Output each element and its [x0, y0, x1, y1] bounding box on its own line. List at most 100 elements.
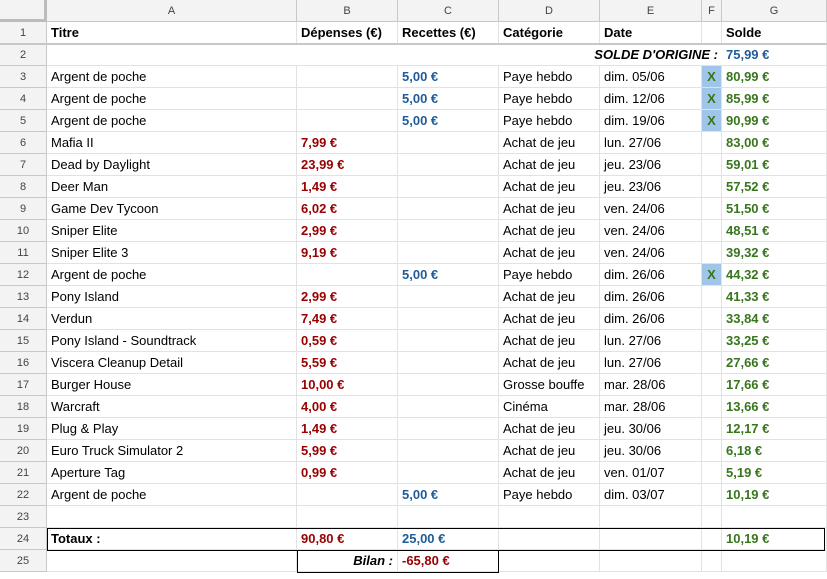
- row-header-3[interactable]: 3: [0, 66, 47, 88]
- cell-solde[interactable]: 57,52 €: [722, 176, 827, 198]
- cell-categorie[interactable]: Grosse bouffe: [499, 374, 600, 396]
- cell-depenses[interactable]: [297, 88, 398, 110]
- row-header-5[interactable]: 5: [0, 110, 47, 132]
- cell-titre[interactable]: Euro Truck Simulator 2: [47, 440, 297, 462]
- row-header-25[interactable]: 25: [0, 550, 47, 572]
- column-header-f[interactable]: F: [702, 0, 722, 22]
- cell-blank[interactable]: [499, 528, 600, 550]
- cell-flag[interactable]: [702, 352, 722, 374]
- cell-depenses[interactable]: 2,99 €: [297, 220, 398, 242]
- row-header-17[interactable]: 17: [0, 374, 47, 396]
- cell-recettes[interactable]: [398, 396, 499, 418]
- cell-recettes[interactable]: [398, 242, 499, 264]
- cell-solde[interactable]: 48,51 €: [722, 220, 827, 242]
- cell-titre[interactable]: Game Dev Tycoon: [47, 198, 297, 220]
- cell-blank[interactable]: [297, 506, 398, 528]
- column-header-b[interactable]: B: [297, 0, 398, 22]
- cell-depenses[interactable]: 1,49 €: [297, 418, 398, 440]
- cell-blank[interactable]: [600, 550, 702, 572]
- row-header-15[interactable]: 15: [0, 330, 47, 352]
- cell-recettes[interactable]: 5,00 €: [398, 110, 499, 132]
- cell-solde[interactable]: 6,18 €: [722, 440, 827, 462]
- cell-date[interactable]: ven. 24/06: [600, 220, 702, 242]
- row-header-9[interactable]: 9: [0, 198, 47, 220]
- cell-solde[interactable]: 59,01 €: [722, 154, 827, 176]
- row-header-24[interactable]: 24: [0, 528, 47, 550]
- column-header-e[interactable]: E: [600, 0, 702, 22]
- cell-flag[interactable]: [702, 154, 722, 176]
- cell-date[interactable]: dim. 12/06: [600, 88, 702, 110]
- cell-depenses[interactable]: 4,00 €: [297, 396, 398, 418]
- totals-recettes[interactable]: 25,00 €: [398, 528, 499, 550]
- cell-date[interactable]: dim. 19/06: [600, 110, 702, 132]
- cell-depenses[interactable]: 23,99 €: [297, 154, 398, 176]
- cell-titre[interactable]: Warcraft: [47, 396, 297, 418]
- cell-blank[interactable]: [702, 506, 722, 528]
- cell-date[interactable]: jeu. 30/06: [600, 418, 702, 440]
- cell-flag[interactable]: [702, 330, 722, 352]
- cell-date[interactable]: ven. 01/07: [600, 462, 702, 484]
- cell-depenses[interactable]: 1,49 €: [297, 176, 398, 198]
- bilan-value[interactable]: -65,80 €: [398, 550, 499, 572]
- cell-solde[interactable]: 5,19 €: [722, 462, 827, 484]
- row-header-23[interactable]: 23: [0, 506, 47, 528]
- cell-depenses[interactable]: 9,19 €: [297, 242, 398, 264]
- cell-date[interactable]: jeu. 30/06: [600, 440, 702, 462]
- cell-flag[interactable]: [702, 484, 722, 506]
- cell-categorie[interactable]: Paye hebdo: [499, 110, 600, 132]
- cell-categorie[interactable]: Paye hebdo: [499, 484, 600, 506]
- cell-blank[interactable]: [600, 506, 702, 528]
- row-header-11[interactable]: 11: [0, 242, 47, 264]
- cell-blank[interactable]: [499, 506, 600, 528]
- cell-titre[interactable]: Verdun: [47, 308, 297, 330]
- cell-date[interactable]: ven. 24/06: [600, 242, 702, 264]
- cell-categorie[interactable]: Paye hebdo: [499, 66, 600, 88]
- cell-solde[interactable]: 51,50 €: [722, 198, 827, 220]
- cell-date[interactable]: mar. 28/06: [600, 396, 702, 418]
- cell-categorie[interactable]: Achat de jeu: [499, 286, 600, 308]
- cell-categorie[interactable]: Achat de jeu: [499, 220, 600, 242]
- cell-depenses[interactable]: 10,00 €: [297, 374, 398, 396]
- row-header-19[interactable]: 19: [0, 418, 47, 440]
- cell-date[interactable]: jeu. 23/06: [600, 154, 702, 176]
- row-header-21[interactable]: 21: [0, 462, 47, 484]
- cell-recettes[interactable]: [398, 308, 499, 330]
- cell-recettes[interactable]: [398, 462, 499, 484]
- header-flag[interactable]: [702, 22, 722, 44]
- cell-blank[interactable]: [600, 528, 702, 550]
- cell-date[interactable]: lun. 27/06: [600, 132, 702, 154]
- row-header-12[interactable]: 12: [0, 264, 47, 286]
- cell-depenses[interactable]: 2,99 €: [297, 286, 398, 308]
- cell-recettes[interactable]: [398, 154, 499, 176]
- cell-depenses[interactable]: [297, 66, 398, 88]
- cell-recettes[interactable]: [398, 286, 499, 308]
- cell-titre[interactable]: Sniper Elite: [47, 220, 297, 242]
- header-titre[interactable]: Titre: [47, 22, 297, 44]
- cell-solde[interactable]: 17,66 €: [722, 374, 827, 396]
- row-header-8[interactable]: 8: [0, 176, 47, 198]
- cell-flag[interactable]: [702, 242, 722, 264]
- cell-titre[interactable]: Argent de poche: [47, 484, 297, 506]
- cell-titre[interactable]: Aperture Tag: [47, 462, 297, 484]
- cell-solde[interactable]: 10,19 €: [722, 484, 827, 506]
- cell-date[interactable]: dim. 26/06: [600, 264, 702, 286]
- cell-solde[interactable]: 27,66 €: [722, 352, 827, 374]
- totals-label[interactable]: Totaux :: [47, 528, 297, 550]
- row-header-20[interactable]: 20: [0, 440, 47, 462]
- row-header-13[interactable]: 13: [0, 286, 47, 308]
- cell-titre[interactable]: Argent de poche: [47, 264, 297, 286]
- cell-titre[interactable]: Dead by Daylight: [47, 154, 297, 176]
- cell-solde[interactable]: 33,84 €: [722, 308, 827, 330]
- cell-blank[interactable]: [702, 528, 722, 550]
- cell-depenses[interactable]: 0,59 €: [297, 330, 398, 352]
- cell-categorie[interactable]: Paye hebdo: [499, 88, 600, 110]
- cell-flag[interactable]: [702, 462, 722, 484]
- row-header-22[interactable]: 22: [0, 484, 47, 506]
- cell-flag[interactable]: [702, 198, 722, 220]
- opening-balance-value[interactable]: 75,99 €: [722, 44, 827, 66]
- cell-titre[interactable]: Burger House: [47, 374, 297, 396]
- header-date[interactable]: Date: [600, 22, 702, 44]
- cell-titre[interactable]: Argent de poche: [47, 110, 297, 132]
- cell-date[interactable]: jeu. 23/06: [600, 176, 702, 198]
- cell-recettes[interactable]: [398, 418, 499, 440]
